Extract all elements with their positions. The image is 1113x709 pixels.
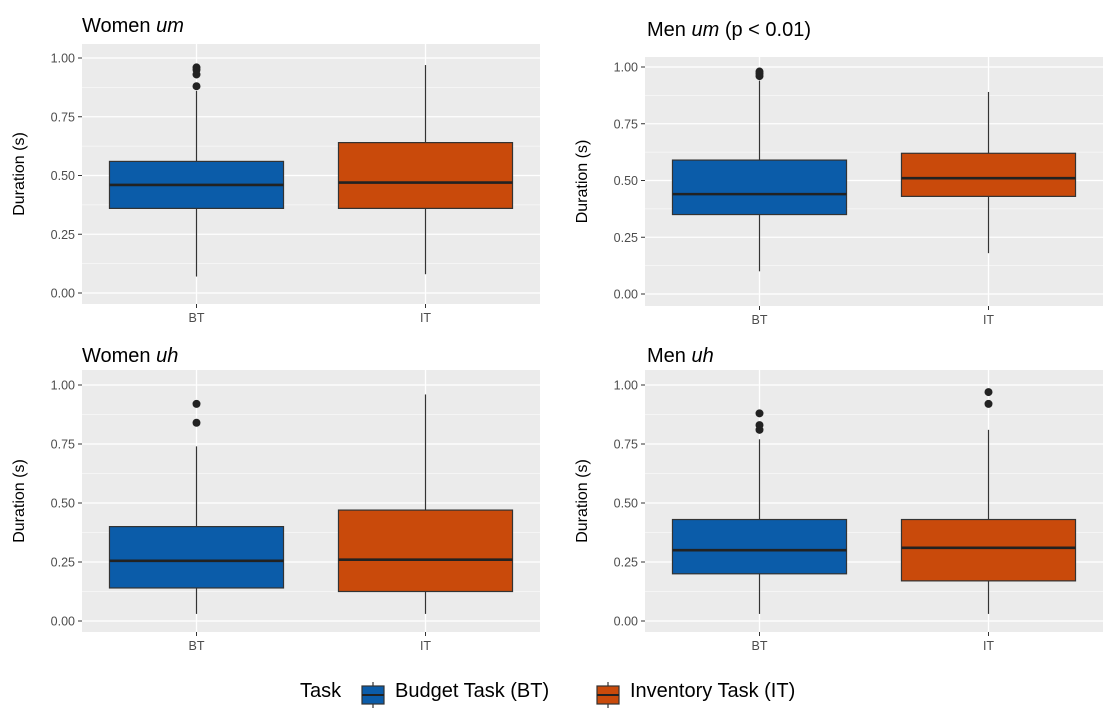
y-tick-label: 1.00 [51, 379, 75, 393]
legend-title: Task [300, 680, 342, 702]
outlier-point [755, 67, 764, 76]
y-tick-label: 1.00 [614, 61, 638, 75]
title-italic: uh [691, 345, 713, 367]
panel-background [645, 370, 1103, 632]
legend-key-budget-task [361, 682, 385, 708]
y-tick-label: 0.25 [51, 228, 75, 242]
y-tick-label: 0.00 [51, 287, 75, 301]
title-prefix: Men [647, 19, 691, 41]
title-italic: um [156, 15, 184, 37]
panel-2: 0.00 0.25 0.50 0.75 1.00 BT IT Men um (p < 0.01… [574, 19, 1103, 327]
outlier-point [192, 399, 201, 408]
box-iqr [337, 509, 514, 593]
legend-item-label-bt: Budget Task (BT) [395, 680, 549, 702]
outlier-point [192, 82, 201, 91]
outlier-point [192, 63, 201, 72]
panel-title: Men um (p < 0.01) [647, 19, 811, 41]
x-tick-label: BT [752, 639, 768, 653]
panel-title: Women uh [82, 345, 178, 367]
box-iqr [337, 142, 514, 210]
y-tick-label: 0.50 [51, 497, 75, 511]
y-tick-label: 0.25 [51, 556, 75, 570]
box-iqr [108, 525, 285, 589]
box-it [900, 388, 1077, 614]
outlier-point [755, 409, 764, 418]
box-iqr [671, 159, 848, 216]
legend-item-label-it: Inventory Task (IT) [630, 680, 795, 702]
y-tick-label: 0.50 [51, 169, 75, 183]
x-tick-label: BT [189, 311, 205, 325]
y-axis-label: Duration (s) [11, 132, 28, 216]
title-suffix: (p < 0.01) [719, 19, 811, 41]
box-iqr [900, 518, 1077, 582]
box-it [900, 91, 1077, 254]
y-tick-label: 1.00 [614, 379, 638, 393]
panel-3: 0.00 0.25 0.50 0.75 1.00 BT IT Women uh Duration… [11, 345, 540, 653]
panel-background [82, 370, 540, 632]
title-prefix: Women [82, 345, 156, 367]
y-tick-label: 0.75 [51, 110, 75, 124]
outlier-point [984, 388, 993, 397]
x-tick-label: IT [420, 311, 431, 325]
y-tick-label: 0.00 [614, 288, 638, 302]
panel-4: 0.00 0.25 0.50 0.75 1.00 BT IT Men uh Duration (… [574, 345, 1103, 653]
box-bt [671, 409, 848, 614]
x-tick-label: IT [983, 639, 994, 653]
legend-key-inventory-task [596, 682, 620, 708]
y-axis-label: Duration (s) [574, 459, 591, 543]
y-tick-label: 0.75 [614, 117, 638, 131]
outlier-point [192, 418, 201, 427]
box-iqr [900, 152, 1077, 197]
title-italic: uh [156, 345, 178, 367]
box-bt [108, 399, 285, 614]
panel-title: Men uh [647, 345, 714, 367]
x-tick-label: IT [983, 313, 994, 327]
x-tick-label: BT [752, 313, 768, 327]
title-prefix: Men [647, 345, 691, 367]
panels-group: 0.00 0.25 0.50 0.75 1.00 BT IT Women um Duration… [11, 15, 1103, 653]
y-tick-label: 0.75 [51, 438, 75, 452]
box-bt [671, 67, 848, 272]
y-tick-label: 1.00 [51, 52, 75, 66]
box-it [337, 394, 514, 614]
legend: Task Budget Task (BT) Inventory Task (IT… [300, 680, 795, 708]
box-it [337, 65, 514, 275]
box-bt [108, 63, 285, 277]
y-tick-label: 0.00 [51, 615, 75, 629]
x-tick-label: IT [420, 639, 431, 653]
y-tick-label: 0.00 [614, 615, 638, 629]
panel-title: Women um [82, 15, 184, 37]
outlier-point [984, 399, 993, 408]
x-tick-label: BT [189, 639, 205, 653]
y-axis-label: Duration (s) [11, 459, 28, 543]
y-tick-label: 0.25 [614, 231, 638, 245]
y-tick-label: 0.50 [614, 174, 638, 188]
panel-1: 0.00 0.25 0.50 0.75 1.00 BT IT Women um Duration… [11, 15, 540, 325]
box-iqr [671, 518, 848, 575]
y-tick-label: 0.75 [614, 438, 638, 452]
outlier-point [755, 421, 764, 430]
title-prefix: Women [82, 15, 156, 37]
y-tick-label: 0.50 [614, 497, 638, 511]
y-axis-label: Duration (s) [574, 140, 591, 224]
title-italic: um [691, 19, 719, 41]
y-tick-label: 0.25 [614, 556, 638, 570]
